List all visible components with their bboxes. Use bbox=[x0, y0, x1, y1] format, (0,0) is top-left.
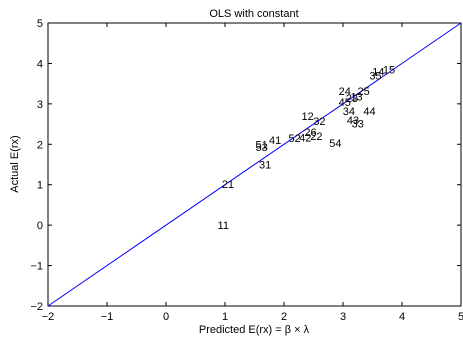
y-tick-label: −1 bbox=[30, 261, 43, 273]
point-label: 41 bbox=[269, 135, 281, 147]
x-tick-label: 3 bbox=[340, 311, 346, 323]
point-label: 31 bbox=[259, 160, 271, 172]
point-label: 54 bbox=[329, 138, 341, 150]
point-label: 14 bbox=[372, 67, 384, 79]
x-tick-label: −2 bbox=[42, 311, 55, 323]
point-label: 25 bbox=[358, 86, 370, 98]
y-axis-label: Actual E(rx) bbox=[9, 135, 21, 192]
x-tick-label: 4 bbox=[399, 311, 405, 323]
point-label: 11 bbox=[218, 220, 229, 232]
point-label: 52 bbox=[288, 133, 300, 145]
point-label: 22 bbox=[310, 131, 322, 143]
x-tick-label: 5 bbox=[458, 311, 463, 323]
x-axis: −2 −1 0 1 2 3 4 5 bbox=[42, 23, 463, 323]
y-tick-label: −2 bbox=[30, 301, 43, 313]
point-label: 24 bbox=[339, 86, 351, 98]
point-label: 21 bbox=[222, 179, 234, 191]
point-label: 12 bbox=[301, 111, 313, 123]
x-axis-label: Predicted E(rx) = β × λ bbox=[199, 324, 310, 336]
point-label: 51 bbox=[255, 139, 267, 151]
point-label: 42 bbox=[299, 132, 311, 144]
point-label: 33 bbox=[352, 118, 364, 130]
y-tick-label: 4 bbox=[37, 58, 43, 70]
point-label: 43 bbox=[347, 115, 359, 127]
point-label: 45 bbox=[339, 97, 351, 109]
x-tick-label: 0 bbox=[163, 311, 169, 323]
y-tick-label: 5 bbox=[37, 18, 43, 30]
y-tick-label: 1 bbox=[37, 180, 43, 192]
y-tick-label: 3 bbox=[37, 99, 43, 111]
y-tick-label: 0 bbox=[37, 220, 43, 232]
point-label: 23 bbox=[346, 93, 358, 105]
point-label: 44 bbox=[363, 106, 375, 118]
point-label: 53 bbox=[255, 142, 267, 154]
point-label: 34 bbox=[343, 106, 355, 118]
x-tick-label: 1 bbox=[222, 311, 228, 323]
point-label: 13 bbox=[350, 92, 362, 104]
point-label: 15 bbox=[383, 64, 395, 76]
point-label: 26 bbox=[304, 127, 316, 139]
reference-line-45-degree bbox=[47, 22, 462, 307]
point-label: 32 bbox=[313, 116, 325, 128]
x-tick-label: −1 bbox=[101, 311, 114, 323]
chart-title: OLS with constant bbox=[209, 8, 298, 20]
y-tick-label: 2 bbox=[37, 139, 43, 151]
point-label: 35 bbox=[369, 71, 381, 83]
x-tick-label: 2 bbox=[281, 311, 287, 323]
